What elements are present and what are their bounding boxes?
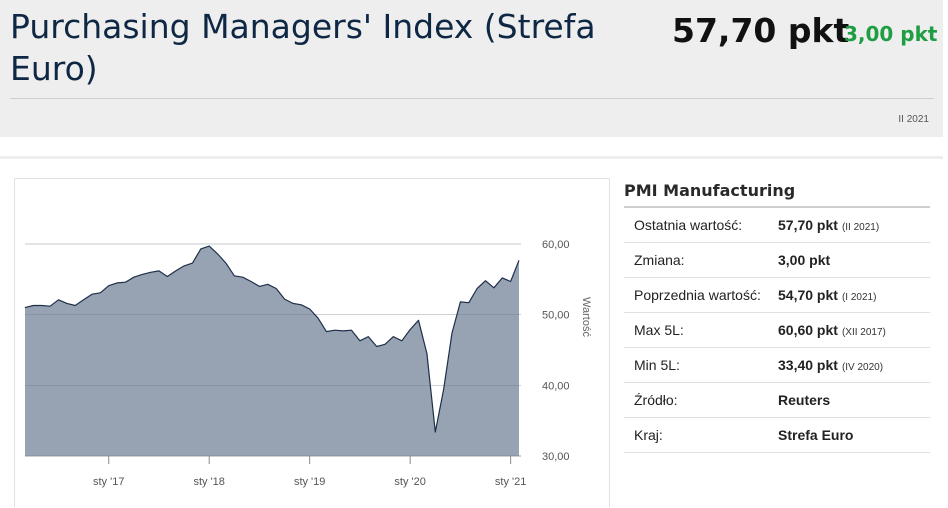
stats-row-value-group: 33,40 pkt (IV 2020) bbox=[778, 357, 883, 373]
stats-row-label: Min 5L: bbox=[634, 357, 680, 373]
stats-row: Max 5L: 60,60 pkt (XII 2017) bbox=[624, 313, 930, 348]
stats-row-value-group: Strefa Euro bbox=[778, 427, 853, 443]
period-label: II 2021 bbox=[898, 114, 929, 125]
header-bar: Purchasing Managers' Index (Strefa Euro)… bbox=[0, 0, 943, 137]
stats-row-label: Źródło: bbox=[634, 392, 678, 408]
stats-row-label: Ostatnia wartość: bbox=[634, 217, 743, 233]
x-tick-label: sty '20 bbox=[394, 476, 425, 488]
stats-row-label: Poprzednia wartość: bbox=[634, 287, 761, 303]
stats-row: Zmiana: 3,00 pkt bbox=[624, 243, 930, 278]
y-tick-label: 60,00 bbox=[542, 239, 570, 251]
series-line bbox=[24, 245, 520, 433]
stats-row: Źródło: Reuters bbox=[624, 383, 930, 418]
stats-row-value-group: 60,60 pkt (XII 2017) bbox=[778, 322, 886, 338]
stats-row-label: Zmiana: bbox=[634, 252, 685, 268]
change-value: 3,00 pkt bbox=[844, 22, 938, 46]
stats-table-title: PMI Manufacturing bbox=[624, 178, 930, 208]
stats-row: Ostatnia wartość: 57,70 pkt (II 2021) bbox=[624, 208, 930, 243]
y-tick-label: 50,00 bbox=[542, 310, 570, 322]
stats-row-label: Max 5L: bbox=[634, 322, 684, 338]
stats-row: Kraj: Strefa Euro bbox=[624, 418, 930, 453]
page-title: Purchasing Managers' Index (Strefa Euro) bbox=[10, 7, 596, 88]
stats-row-value: Strefa Euro bbox=[778, 427, 854, 443]
stats-row-period: (IV 2020) bbox=[841, 362, 884, 373]
stats-row-period: (XII 2017) bbox=[841, 327, 886, 338]
x-tick-label: sty '18 bbox=[193, 476, 224, 488]
series-area bbox=[25, 246, 519, 456]
current-value: 57,70 pkt bbox=[672, 11, 850, 50]
stats-row-period: (I 2021) bbox=[841, 292, 877, 303]
y-tick-label: 40,00 bbox=[542, 380, 570, 392]
y-tick-label: 30,00 bbox=[542, 451, 570, 463]
stats-row-value-group: Reuters bbox=[778, 392, 830, 408]
stats-row: Min 5L: 33,40 pkt (IV 2020) bbox=[624, 348, 930, 383]
x-tick-label: sty '19 bbox=[294, 476, 325, 488]
stats-table: PMI Manufacturing Ostatnia wartość: 57,70… bbox=[624, 178, 930, 453]
stats-row-value: 57,70 pkt bbox=[778, 217, 838, 233]
stats-row-value: Reuters bbox=[778, 392, 831, 408]
stats-row-period: (II 2021) bbox=[841, 222, 880, 233]
x-tick-label: sty '17 bbox=[93, 476, 124, 488]
chart-container[interactable]: 30,00 40,00 50,00 60,00 Wartość sty '17 sty '1… bbox=[14, 178, 610, 507]
x-tick-label: sty '21 bbox=[495, 476, 526, 488]
stats-row: Poprzednia wartość: 54,70 pkt (I 2021) bbox=[624, 278, 930, 313]
stats-row-value-group: 54,70 pkt (I 2021) bbox=[778, 287, 876, 303]
stats-row-value-group: 57,70 pkt (II 2021) bbox=[778, 217, 879, 233]
stats-row-label: Kraj: bbox=[634, 427, 663, 443]
pmi-area-chart[interactable]: 30,00 40,00 50,00 60,00 Wartość sty '17 sty '1… bbox=[15, 179, 609, 508]
stats-row-value-group: 3,00 pkt bbox=[778, 252, 830, 268]
stats-row-value: 3,00 pkt bbox=[778, 252, 831, 268]
header-divider bbox=[10, 98, 934, 99]
y-axis-label: Wartość bbox=[580, 297, 592, 337]
stats-row-value: 54,70 pkt bbox=[778, 287, 838, 303]
stats-row-value: 33,40 pkt bbox=[778, 357, 838, 373]
stats-row-value: 60,60 pkt bbox=[778, 322, 838, 338]
